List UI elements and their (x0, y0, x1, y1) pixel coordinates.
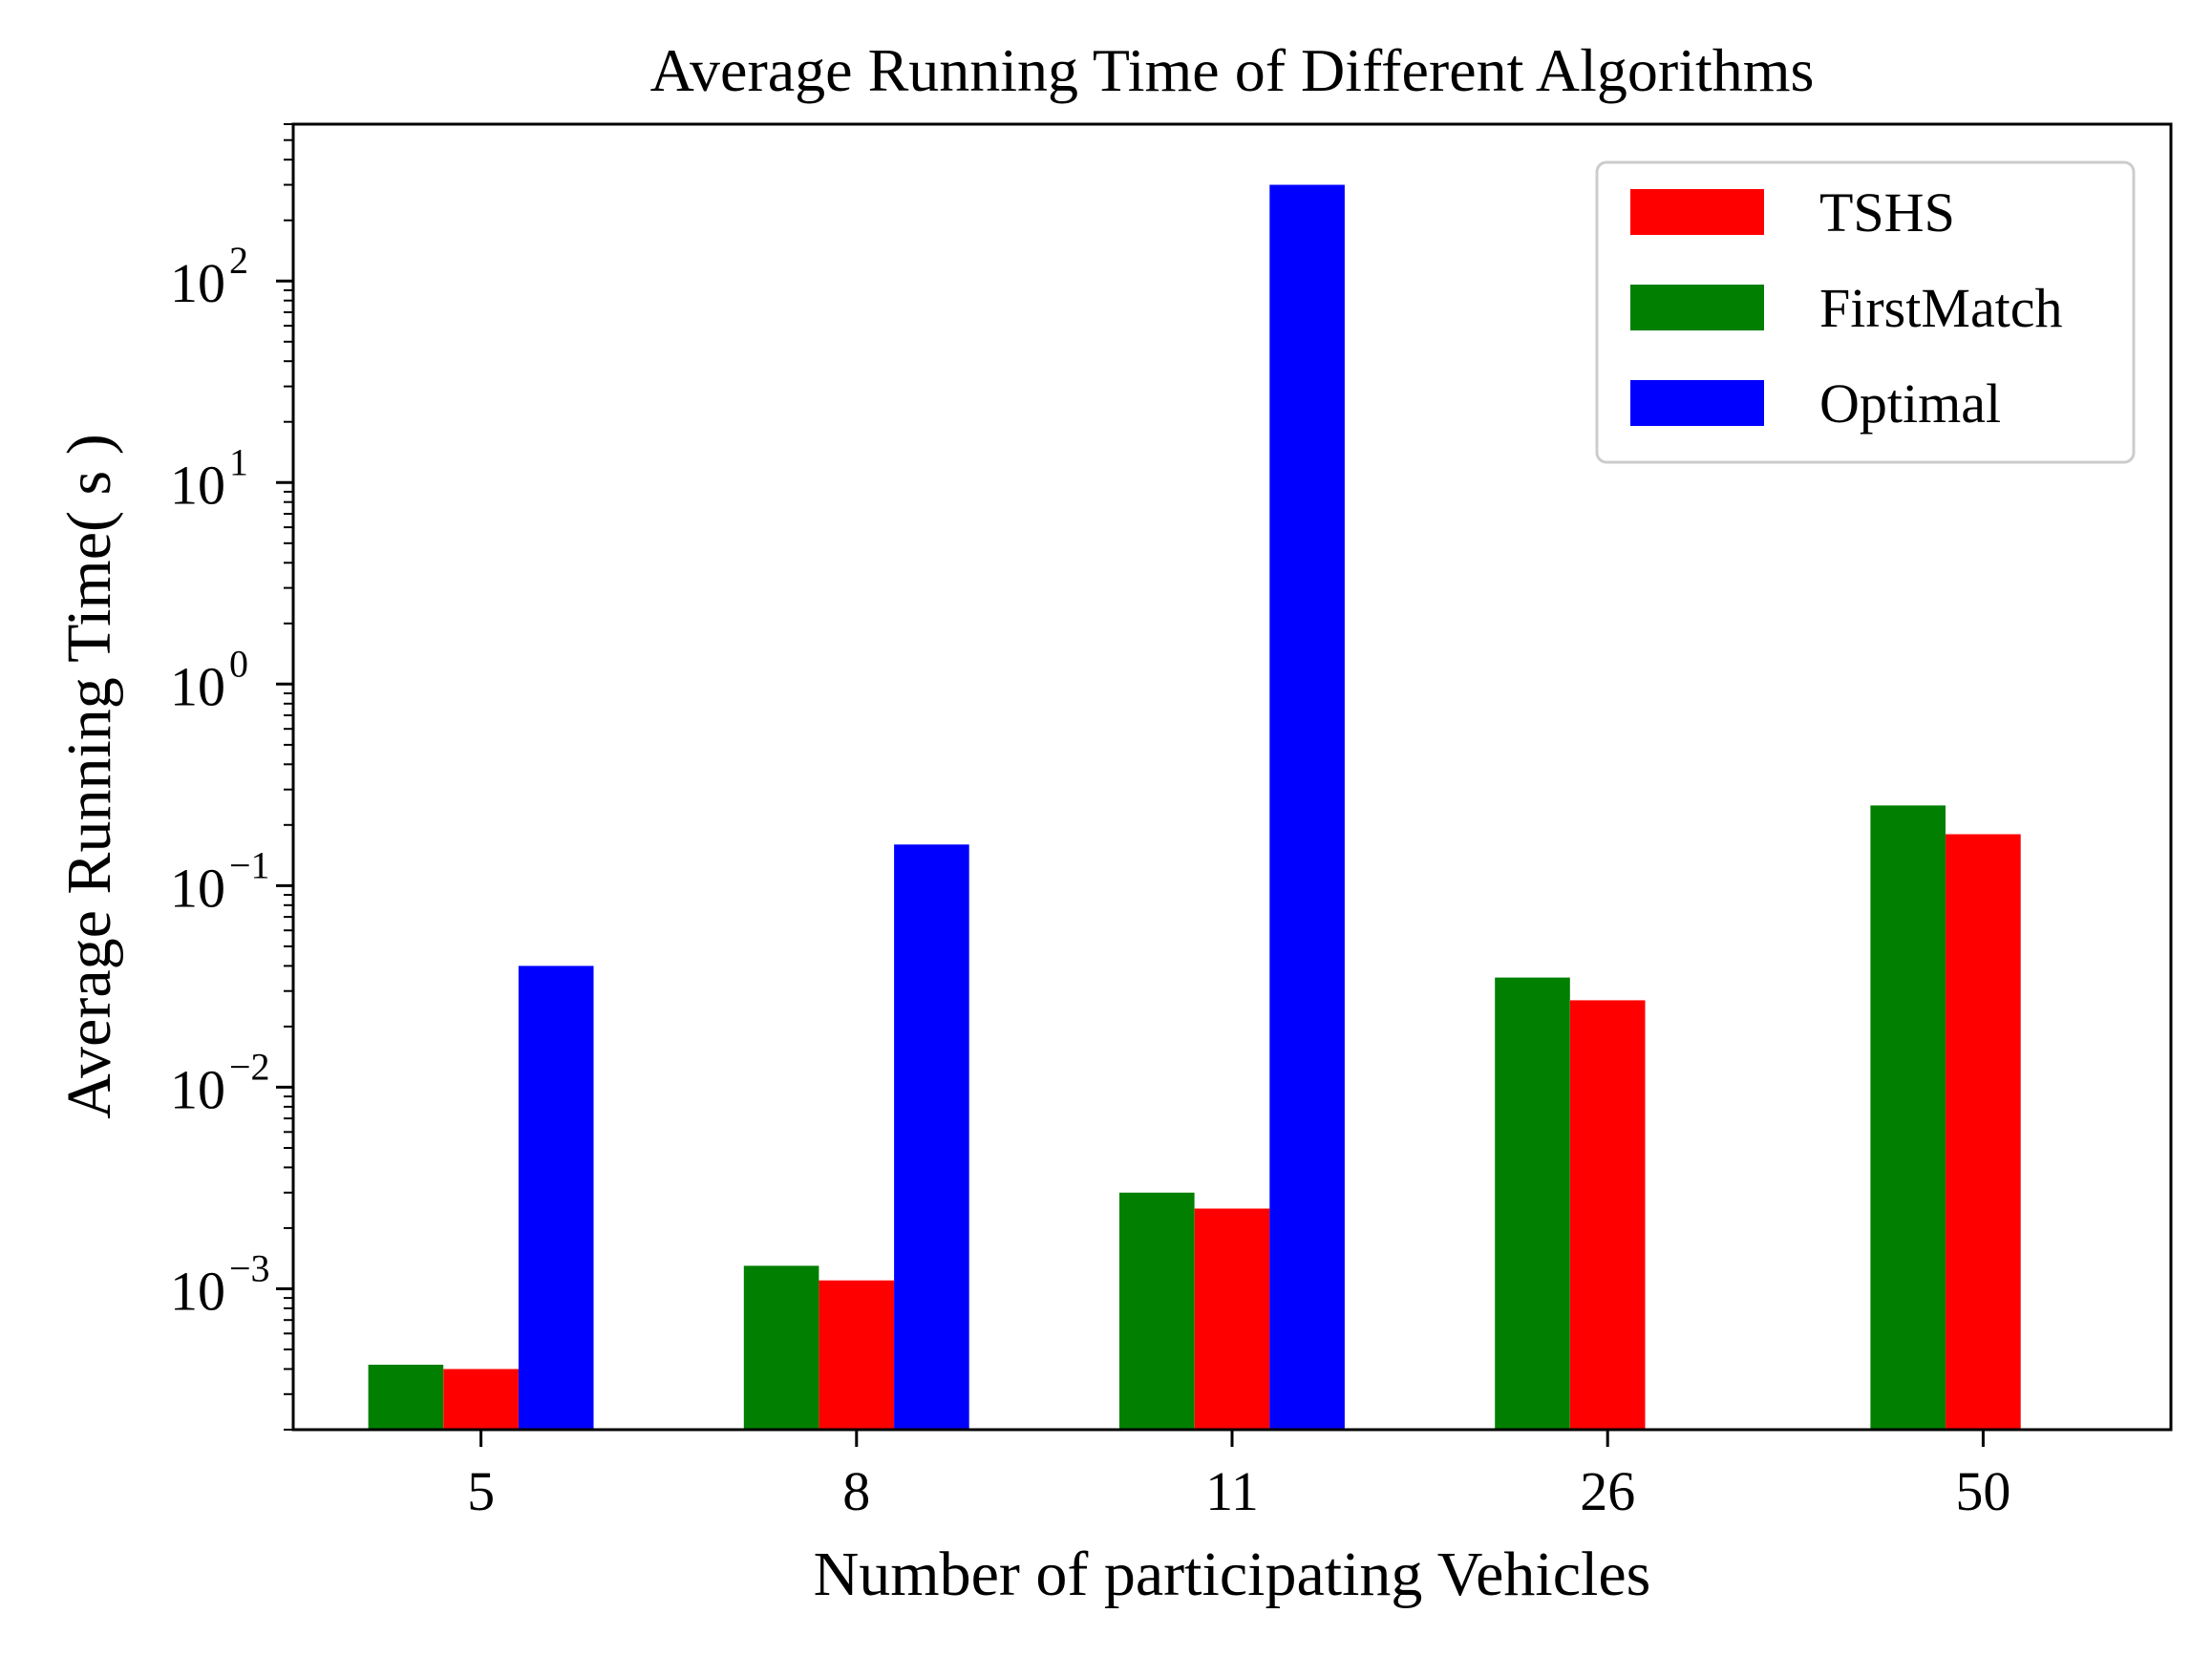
legend-label-optimal: Optimal (1819, 372, 2001, 435)
bar-firstmatch-50 (1870, 805, 1946, 1430)
y-tick-exponent: −3 (229, 1247, 270, 1290)
bar-tshs-50 (1946, 834, 2021, 1430)
bars-group (368, 184, 2021, 1430)
bar-firstmatch-11 (1119, 1192, 1195, 1430)
bar-firstmatch-5 (368, 1365, 444, 1430)
y-tick-label: 10 −2 (170, 1045, 270, 1120)
y-tick-exponent: −1 (229, 843, 270, 886)
legend-swatch-firstmatch (1630, 285, 1764, 330)
bar-tshs-26 (1569, 1000, 1646, 1430)
y-tick-base: 10 (170, 655, 225, 717)
y-tick-exponent: 1 (229, 440, 248, 483)
x-tick-label-11: 11 (1205, 1460, 1259, 1522)
y-tick-label: 10 2 (170, 239, 248, 314)
x-tick-label-26: 26 (1580, 1460, 1635, 1522)
y-tick-label: 10 −1 (170, 843, 270, 919)
legend-swatch-tshs (1630, 189, 1764, 235)
bar-tshs-8 (819, 1280, 895, 1430)
bar-tshs-11 (1194, 1208, 1270, 1430)
x-tick-label-8: 8 (842, 1460, 870, 1522)
plot-area-frame (291, 122, 2173, 1432)
x-axis-label: Number of participating Vehicles (814, 1539, 1651, 1609)
y-tick-base: 10 (170, 1058, 225, 1120)
bar-optimal-11 (1269, 184, 1345, 1430)
chart-title: Average Running Time of Different Algori… (650, 36, 1815, 104)
bar-firstmatch-8 (743, 1265, 819, 1430)
y-tick-base: 10 (170, 857, 225, 919)
bar-optimal-8 (894, 844, 969, 1430)
x-tick-label-5: 5 (467, 1460, 495, 1522)
x-tick-label-50: 50 (1955, 1460, 2010, 1522)
legend: TSHS FirstMatch Optimal (1595, 160, 2136, 464)
y-tick-label: 10 0 (170, 642, 248, 717)
y-tick-label: 10 1 (170, 440, 248, 516)
legend-label-tshs: TSHS (1819, 181, 1955, 244)
legend-swatch-optimal (1630, 380, 1764, 426)
y-tick-label: 10 −3 (170, 1247, 270, 1323)
y-tick-exponent: 0 (229, 642, 248, 685)
y-tick-exponent: 2 (229, 239, 248, 282)
legend-label-firstmatch: FirstMatch (1819, 277, 2063, 339)
y-tick-base: 10 (170, 252, 225, 314)
bar-tshs-5 (443, 1369, 519, 1430)
y-axis-label: Average Running Time( s ) (54, 434, 124, 1118)
y-tick-exponent: −2 (229, 1045, 270, 1088)
bar-optimal-5 (518, 966, 594, 1430)
y-tick-base: 10 (170, 1261, 225, 1323)
x-axis-ticks: 5 8 11 26 50 (467, 1430, 2010, 1522)
bar-firstmatch-26 (1495, 977, 1570, 1430)
y-tick-base: 10 (170, 454, 225, 516)
